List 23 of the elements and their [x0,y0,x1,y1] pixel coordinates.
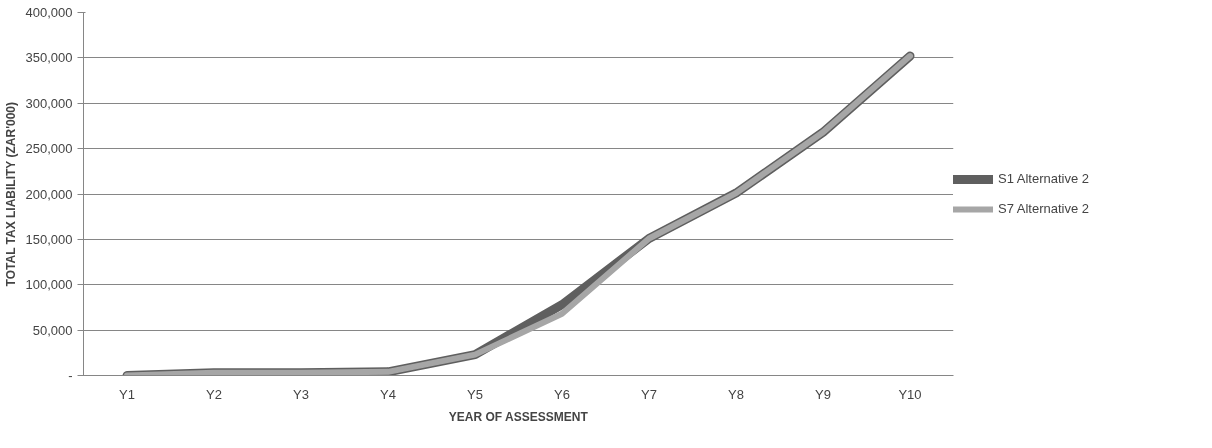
y-axis-title: TOTAL TAX LIABILITY (ZAR'000) [3,102,18,287]
x-tick-label: Y10 [898,386,922,402]
y-tick-label: 100,000 [25,277,73,293]
x-tick-label: Y2 [206,386,222,402]
x-tick-label: Y9 [815,386,831,402]
x-tick-label: Y3 [293,386,309,402]
x-tick-label: Y8 [728,386,744,402]
x-tick-label: Y4 [380,386,396,402]
x-tick-label: Y6 [554,386,570,402]
y-tick-label: 350,000 [25,50,73,66]
y-tick-label: 150,000 [25,231,73,247]
x-axis-title: YEAR OF ASSESSMENT [448,409,589,424]
x-tick-label: Y1 [119,386,135,402]
y-tick-label: - [68,368,73,383]
x-tick-label: Y5 [467,386,483,402]
y-tick-label: 300,000 [25,95,73,111]
x-tick-label: Y7 [641,386,657,402]
y-tick-label: 200,000 [25,186,73,202]
y-tick-label: 400,000 [25,5,73,20]
y-tick-label: 250,000 [25,141,73,157]
y-tick-label: 50,000 [32,322,73,338]
legend-label: S1 Alternative 2 [998,171,1090,186]
legend-label: S7 Alternative 2 [998,201,1090,216]
